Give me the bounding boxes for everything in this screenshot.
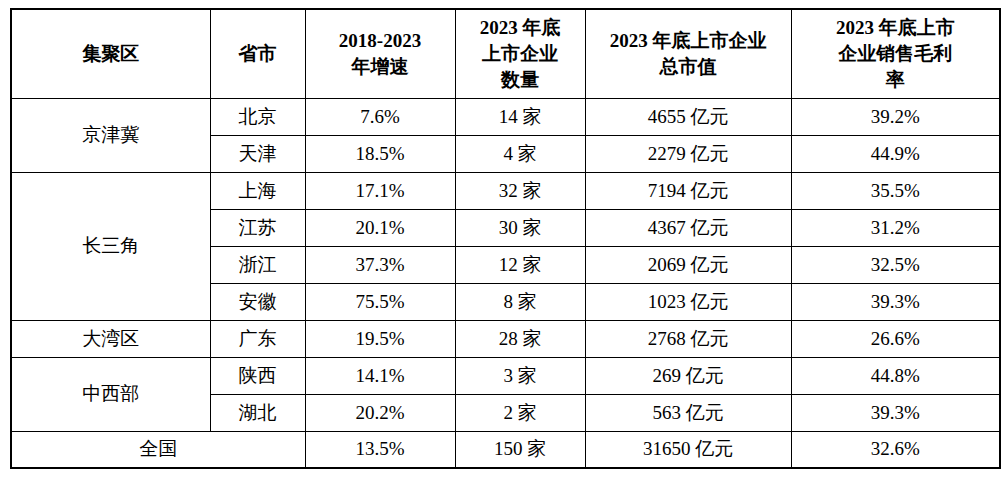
market-value-cell: 269 亿元	[585, 357, 791, 394]
header-gross-margin: 2023 年底上市 企业销售毛利 率	[791, 9, 1000, 98]
province-cell: 江苏	[210, 209, 305, 246]
growth-cell: 20.1%	[305, 209, 455, 246]
region-cell: 大湾区	[11, 320, 210, 357]
growth-cell: 18.5%	[305, 135, 455, 172]
growth-cell: 17.1%	[305, 172, 455, 209]
gross-margin-cell: 35.5%	[791, 172, 1000, 209]
header-listed-count: 2023 年底 上市企业 数量	[455, 9, 585, 98]
total-row: 全国 13.5% 150 家 31650 亿元 32.6%	[11, 431, 1000, 468]
province-cell: 天津	[210, 135, 305, 172]
listed-count-cell: 30 家	[455, 209, 585, 246]
market-value-cell: 4655 亿元	[585, 98, 791, 135]
province-cell: 安徽	[210, 283, 305, 320]
listed-count-cell: 3 家	[455, 357, 585, 394]
gross-margin-cell: 39.3%	[791, 394, 1000, 431]
header-row: 集聚区 省市 2018-2023 年增速 2023 年底 上市企业 数量 202…	[11, 9, 1000, 98]
market-value-cell: 2069 亿元	[585, 246, 791, 283]
market-value-cell: 563 亿元	[585, 394, 791, 431]
gross-margin-cell: 31.2%	[791, 209, 1000, 246]
growth-cell: 13.5%	[305, 431, 455, 468]
listed-count-cell: 32 家	[455, 172, 585, 209]
province-cell: 陕西	[210, 357, 305, 394]
gross-margin-cell: 44.9%	[791, 135, 1000, 172]
growth-cell: 37.3%	[305, 246, 455, 283]
header-market-value: 2023 年底上市企业 总市值	[585, 9, 791, 98]
header-growth: 2018-2023 年增速	[305, 9, 455, 98]
gross-margin-cell: 44.8%	[791, 357, 1000, 394]
region-listed-companies-table: 集聚区 省市 2018-2023 年增速 2023 年底 上市企业 数量 202…	[10, 8, 1001, 469]
province-cell: 浙江	[210, 246, 305, 283]
total-label-cell: 全国	[11, 431, 305, 468]
table-row: 长三角 上海 17.1% 32 家 7194 亿元 35.5%	[11, 172, 1000, 209]
listed-count-cell: 12 家	[455, 246, 585, 283]
province-cell: 广东	[210, 320, 305, 357]
market-value-cell: 2279 亿元	[585, 135, 791, 172]
growth-cell: 75.5%	[305, 283, 455, 320]
listed-count-cell: 2 家	[455, 394, 585, 431]
region-cell: 京津冀	[11, 98, 210, 172]
gross-margin-cell: 32.5%	[791, 246, 1000, 283]
market-value-cell: 7194 亿元	[585, 172, 791, 209]
gross-margin-cell: 39.3%	[791, 283, 1000, 320]
listed-count-cell: 150 家	[455, 431, 585, 468]
region-cell: 中西部	[11, 357, 210, 431]
table-row: 京津冀 北京 7.6% 14 家 4655 亿元 39.2%	[11, 98, 1000, 135]
growth-cell: 20.2%	[305, 394, 455, 431]
growth-cell: 14.1%	[305, 357, 455, 394]
table-row: 中西部 陕西 14.1% 3 家 269 亿元 44.8%	[11, 357, 1000, 394]
listed-count-cell: 14 家	[455, 98, 585, 135]
market-value-cell: 4367 亿元	[585, 209, 791, 246]
province-cell: 北京	[210, 98, 305, 135]
growth-cell: 7.6%	[305, 98, 455, 135]
gross-margin-cell: 26.6%	[791, 320, 1000, 357]
gross-margin-cell: 39.2%	[791, 98, 1000, 135]
growth-cell: 19.5%	[305, 320, 455, 357]
header-cluster: 集聚区	[11, 9, 210, 98]
listed-count-cell: 28 家	[455, 320, 585, 357]
table-row: 大湾区 广东 19.5% 28 家 2768 亿元 26.6%	[11, 320, 1000, 357]
listed-count-cell: 4 家	[455, 135, 585, 172]
table-container: 集聚区 省市 2018-2023 年增速 2023 年底 上市企业 数量 202…	[10, 8, 1001, 469]
market-value-cell: 1023 亿元	[585, 283, 791, 320]
market-value-cell: 2768 亿元	[585, 320, 791, 357]
province-cell: 湖北	[210, 394, 305, 431]
gross-margin-cell: 32.6%	[791, 431, 1000, 468]
header-province: 省市	[210, 9, 305, 98]
region-cell: 长三角	[11, 172, 210, 320]
market-value-cell: 31650 亿元	[585, 431, 791, 468]
listed-count-cell: 8 家	[455, 283, 585, 320]
province-cell: 上海	[210, 172, 305, 209]
